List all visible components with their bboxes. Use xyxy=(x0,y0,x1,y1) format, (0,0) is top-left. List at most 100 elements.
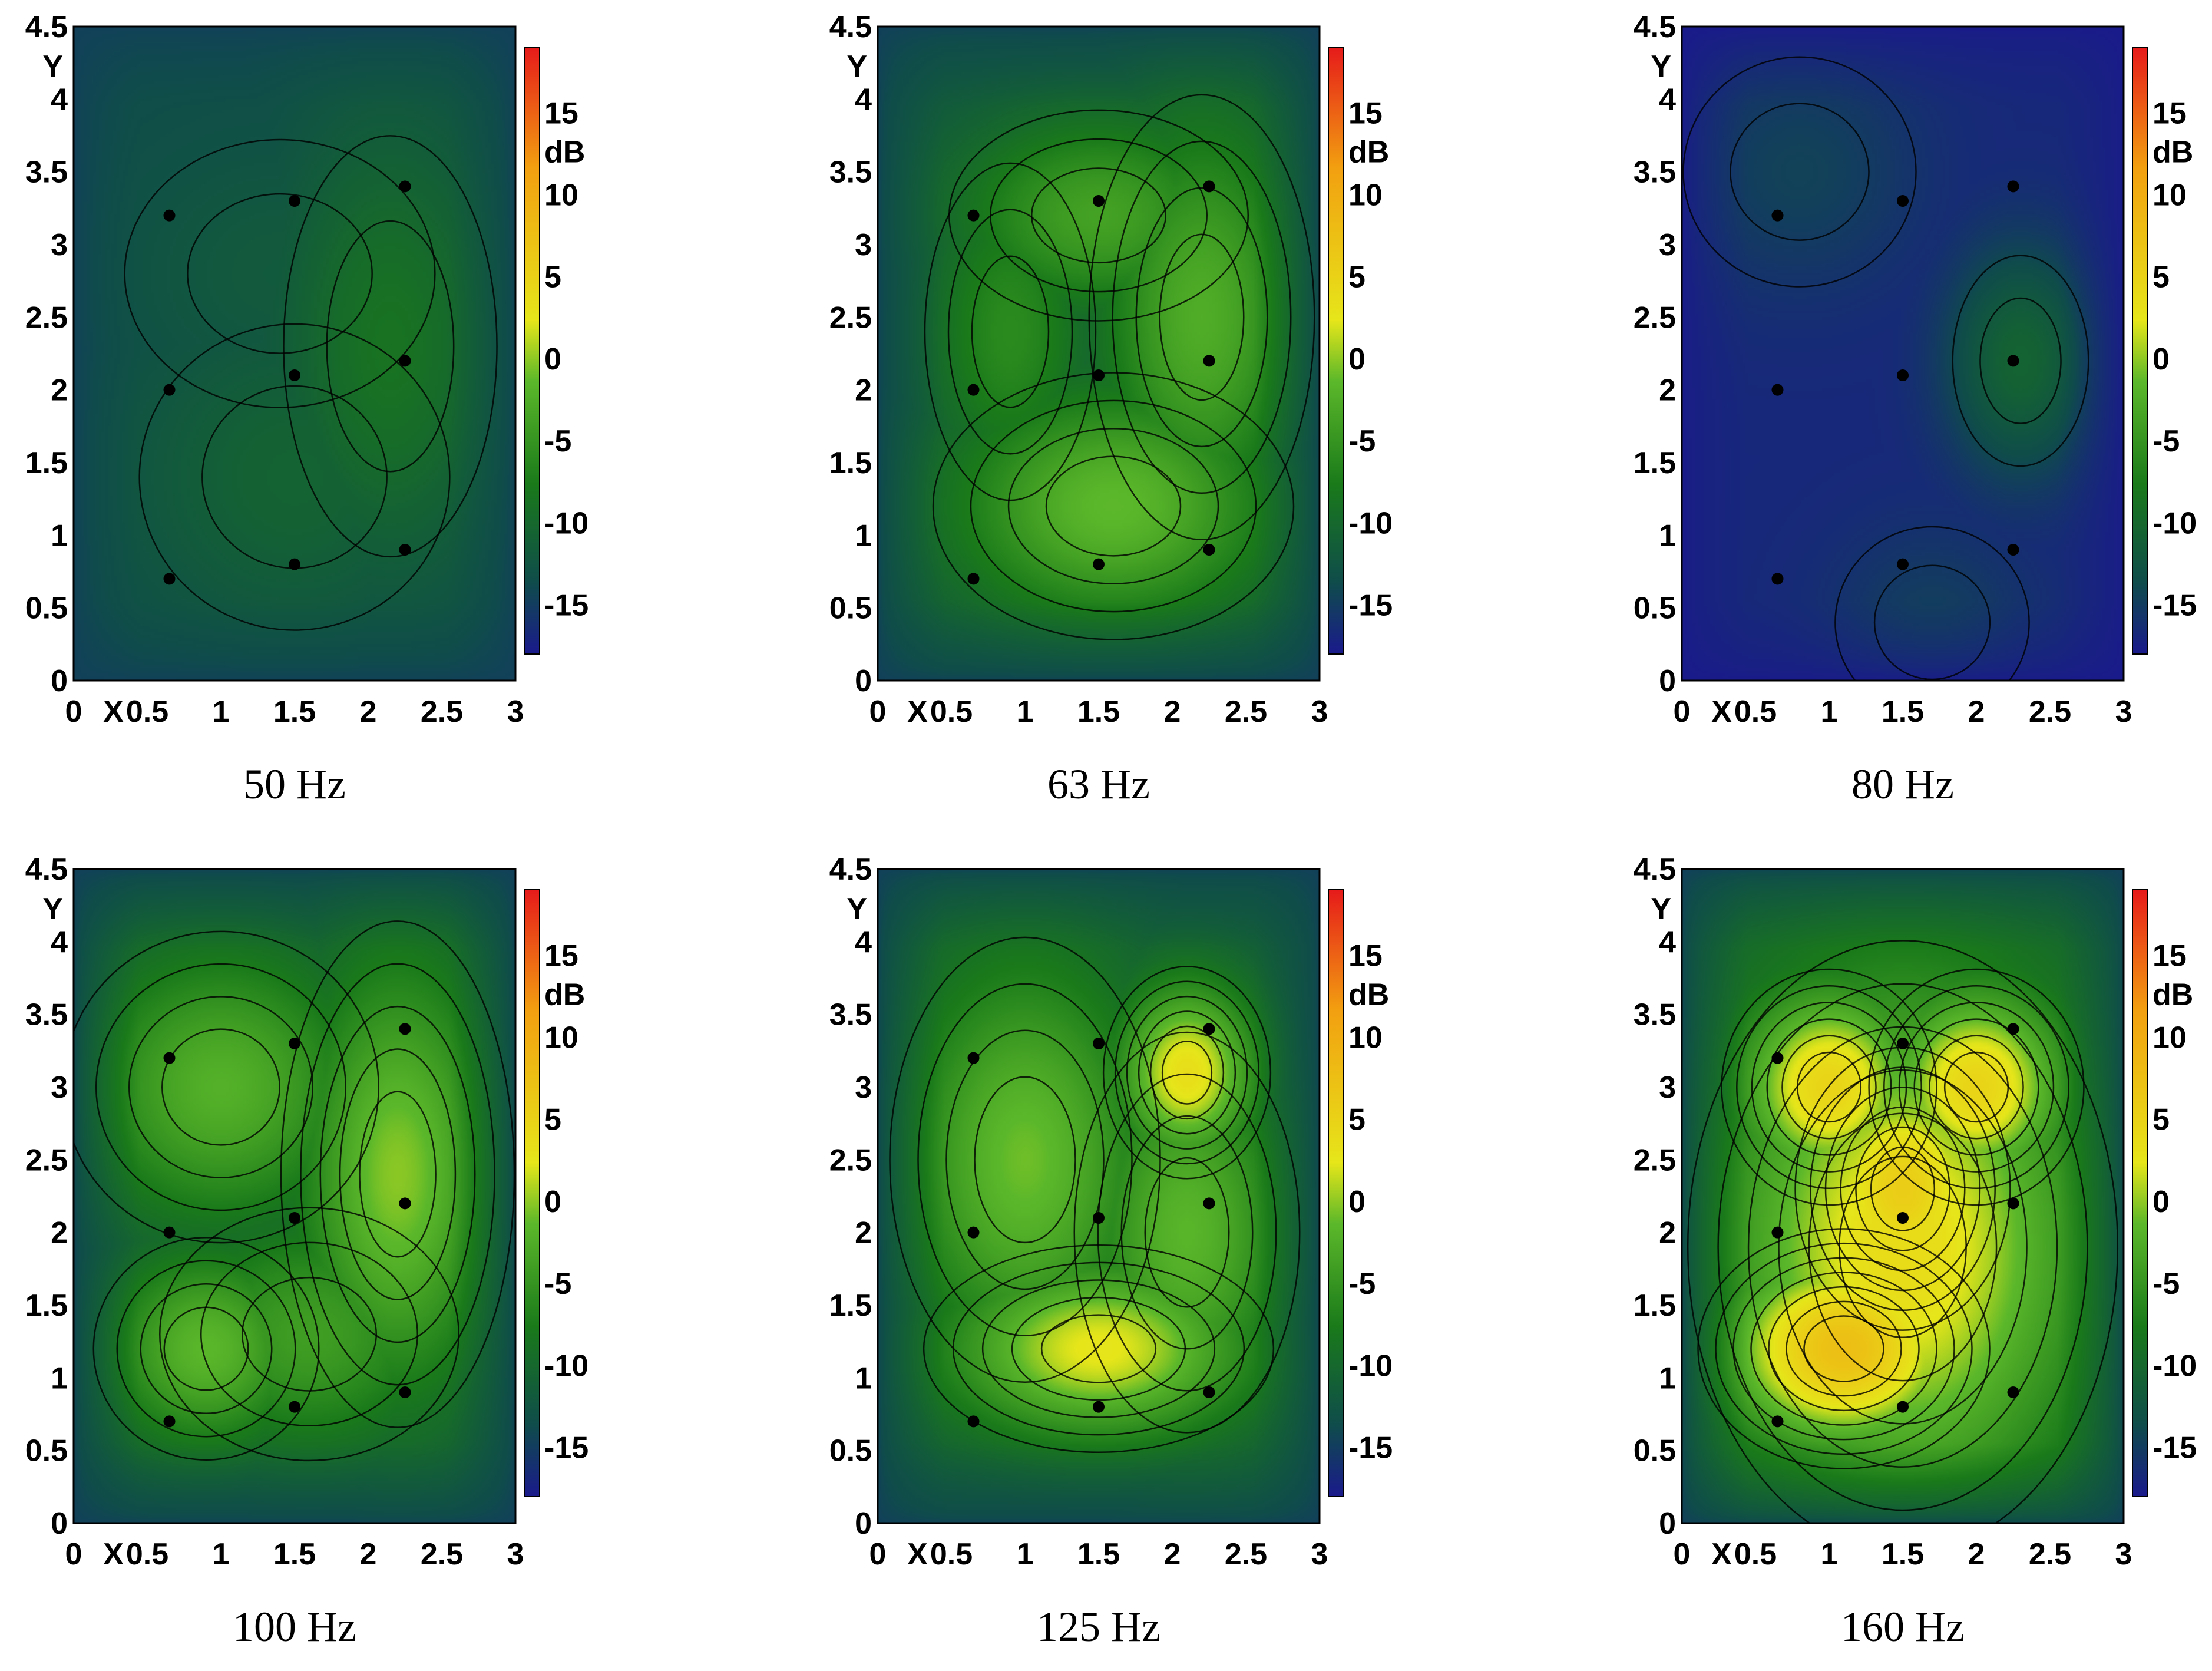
contour-line xyxy=(1750,1272,1937,1426)
measurement-point xyxy=(163,384,176,396)
colorbar-tick-label: 10 xyxy=(544,1021,578,1055)
y-tick-label: 2 xyxy=(1659,374,1676,408)
contour-line xyxy=(280,920,515,1428)
x-tick-label: 2.5 xyxy=(421,695,463,729)
measurement-point xyxy=(967,384,980,396)
contour-line xyxy=(187,193,373,354)
heatmap-field xyxy=(878,869,1320,1523)
y-axis-label: Y xyxy=(847,892,867,926)
x-tick-label: 1 xyxy=(213,1537,230,1571)
contour-line xyxy=(283,135,498,558)
y-tick-label: 4 xyxy=(1659,82,1676,117)
contour-line xyxy=(945,1029,1105,1290)
measurement-point xyxy=(289,558,300,570)
x-tick-label: 2.5 xyxy=(1225,695,1267,729)
measurement-point xyxy=(1897,1038,1909,1049)
measurement-point xyxy=(1771,1226,1784,1239)
measurement-point xyxy=(1771,209,1784,222)
x-tick-label: 0 xyxy=(65,695,82,729)
contour-line xyxy=(1778,1069,2028,1425)
contour-line xyxy=(1898,1002,2055,1173)
x-axis-label: X xyxy=(1711,695,1732,729)
colorbar-tick-label: 0 xyxy=(2153,342,2170,377)
x-axis-label: X xyxy=(1711,1537,1732,1571)
contour-line xyxy=(1736,985,1922,1190)
measurement-point xyxy=(163,1052,176,1064)
contour-line xyxy=(1952,255,2089,467)
colorbar-tick-label: 15 xyxy=(544,96,578,130)
plot-frame xyxy=(72,25,517,682)
measurement-point xyxy=(967,1415,980,1428)
colorbar-tick-label: -5 xyxy=(544,1267,571,1301)
colorbar-tick-label: 0 xyxy=(1348,342,1365,377)
panel-caption: 100 Hz xyxy=(233,1603,356,1650)
y-tick-label: 2 xyxy=(1659,1216,1676,1250)
measurement-point xyxy=(2007,355,2019,367)
contour-line xyxy=(1149,1025,1225,1120)
plot-frame xyxy=(72,868,517,1524)
y-tick-label: 3.5 xyxy=(25,156,68,190)
x-tick-label: 2.5 xyxy=(421,1537,463,1571)
contour-line xyxy=(1810,1066,1996,1312)
x-tick-label: 2 xyxy=(360,1537,377,1571)
contour-line xyxy=(1721,968,1937,1206)
contour-line xyxy=(1138,1010,1236,1135)
panel-caption: 160 Hz xyxy=(1841,1603,1965,1650)
x-tick-label: 0.5 xyxy=(930,695,973,729)
x-tick-label: 2.5 xyxy=(1225,1537,1267,1571)
measurement-point xyxy=(2007,1386,2019,1398)
measurement-point xyxy=(1897,558,1909,570)
y-tick-label: 4 xyxy=(51,925,68,959)
colorbar xyxy=(2132,47,2148,655)
x-tick-label: 3 xyxy=(2115,695,2132,729)
measurement-point xyxy=(967,573,980,585)
heatmap-panel-3: 0 0.5 1 1.5 2 2.5 3 3.5 4 4.5 Y 0 0.5 1 1.5 2 2.5 3 X 80 Hz… xyxy=(1634,10,2197,808)
y-tick-label: 2.5 xyxy=(25,300,68,335)
colorbar-tick-label: -15 xyxy=(1348,588,1393,622)
contour-line xyxy=(95,963,346,1211)
y-tick-label: 2 xyxy=(855,374,872,408)
y-tick-label: 2.5 xyxy=(1634,1143,1676,1177)
contour-line xyxy=(1697,1228,1991,1469)
heatmap-panel-5: 0 0.5 1 1.5 2 2.5 3 3.5 4 4.5 Y 0 0.5 1 1.5 2 2.5 3 X 125 H… xyxy=(829,853,1393,1650)
measurement-point xyxy=(967,1226,980,1239)
y-tick-label: 2.5 xyxy=(1634,300,1676,335)
colorbar xyxy=(524,47,540,655)
heatmap-field xyxy=(878,27,1320,681)
contour-line xyxy=(1088,94,1315,540)
y-tick-label: 1 xyxy=(1659,1361,1676,1395)
colorbar-tick-label: 15 xyxy=(544,939,578,973)
contour-line xyxy=(138,323,451,631)
x-tick-label: 1 xyxy=(1017,1537,1034,1571)
colorbar-tick-label: -5 xyxy=(2153,424,2180,458)
x-tick-label: 1 xyxy=(1017,695,1034,729)
colorbar-tick-label: 15 xyxy=(2153,96,2187,130)
y-tick-label: 3.5 xyxy=(1634,156,1676,190)
y-axis-label: Y xyxy=(1651,49,1671,84)
contour-line xyxy=(1126,995,1248,1150)
colorbar-tick-label: -15 xyxy=(544,588,588,622)
colorbar-tick-label: 5 xyxy=(544,260,561,295)
x-tick-label: 2 xyxy=(1164,1537,1181,1571)
contour-line xyxy=(1855,1126,1950,1251)
colorbar-tick-label: -15 xyxy=(1348,1431,1393,1465)
y-tick-label: 3.5 xyxy=(829,156,872,190)
y-tick-label: 3.5 xyxy=(829,998,872,1032)
colorbar-unit: dB xyxy=(544,136,585,170)
y-tick-label: 0.5 xyxy=(1634,592,1676,626)
x-tick-label: 0.5 xyxy=(1734,695,1777,729)
y-tick-label: 3 xyxy=(855,1071,872,1105)
y-tick-label: 1.5 xyxy=(829,1289,872,1323)
contour-line xyxy=(924,162,1097,501)
x-tick-label: 3 xyxy=(507,695,524,729)
measurement-point xyxy=(1093,1212,1105,1224)
y-tick-label: 1 xyxy=(855,1361,872,1395)
measurement-point xyxy=(289,1401,300,1413)
measurement-point xyxy=(289,195,300,207)
x-tick-label: 0.5 xyxy=(126,695,168,729)
measurement-point xyxy=(2007,1023,2019,1035)
colorbar-tick-label: -10 xyxy=(544,506,588,540)
colorbar-tick-label: -10 xyxy=(2153,506,2197,540)
heatmap-panel-2: 0 0.5 1 1.5 2 2.5 3 3.5 4 4.5 Y 0 0.5 1 1.5 2 2.5 3 X 63 Hz… xyxy=(829,10,1393,808)
y-axis-label: Y xyxy=(42,49,63,84)
